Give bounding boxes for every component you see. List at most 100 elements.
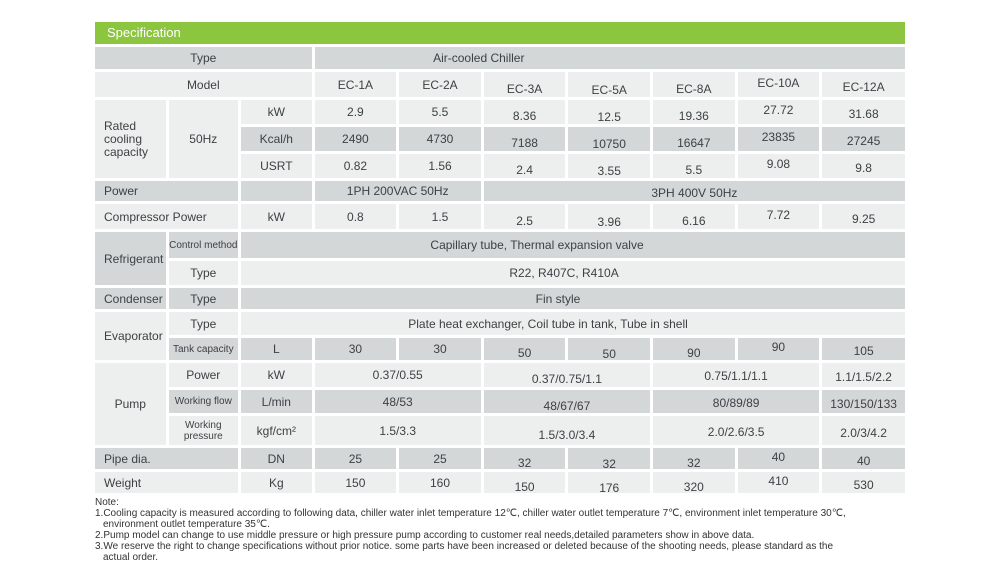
tank-capacity-value: 90 xyxy=(737,338,820,360)
type-value: Air-cooled Chiller xyxy=(314,47,905,69)
pipe-dia-value: 40 xyxy=(822,448,905,469)
cooling-kcal-value: 27245 xyxy=(822,127,905,151)
row-model: Model EC-1A EC-2A EC-3A EC-5A EC-8A EC-1… xyxy=(95,72,905,97)
power-1ph-value: 1PH 200VAC 50Hz xyxy=(314,181,481,201)
cooling-usrt-value: 9.08 xyxy=(737,154,820,178)
compressor-power-value: 3.96 xyxy=(568,204,651,229)
pipe-dia-value: 32 xyxy=(483,448,566,469)
notes-title: Note: xyxy=(95,497,119,508)
working-pressure-value: 2.0/2.6/3.5 xyxy=(653,416,820,445)
cooling-kw-value: 5.5 xyxy=(399,100,481,124)
pipe-dia-value: 40 xyxy=(737,448,820,469)
evaporator-label: Evaporator xyxy=(95,312,166,360)
cooling-kcal-value: 2490 xyxy=(314,127,397,151)
compressor-power-value: 1.5 xyxy=(399,204,481,229)
unit-kcal: Kcal/h xyxy=(241,127,312,151)
condenser-type-label: Type xyxy=(168,288,239,309)
weight-value: 320 xyxy=(653,472,735,493)
weight-value: 160 xyxy=(399,472,481,493)
unit-kw: kW xyxy=(241,204,312,229)
cooling-capacity-label: Rated cooling capacity xyxy=(95,100,166,178)
row-pump-power: Pump Power kW 0.37/0.55 0.37/0.75/1.1 0.… xyxy=(95,363,905,445)
tank-capacity-value: 50 xyxy=(568,338,651,360)
row-type: Type Air-cooled Chiller xyxy=(95,47,905,69)
weight-value: 150 xyxy=(314,472,397,493)
power-label: Power xyxy=(95,181,239,201)
pipe-dia-value: 32 xyxy=(568,448,651,469)
cooling-kw-value: 31.68 xyxy=(822,100,905,124)
working-flow-value: 48/67/67 xyxy=(483,390,651,413)
pipe-dia-value: 25 xyxy=(314,448,397,469)
unit-kw: kW xyxy=(241,363,312,387)
unit-lmin: L/min xyxy=(241,390,312,413)
tank-capacity-value: 105 xyxy=(822,338,905,360)
weight-label: Weight xyxy=(95,472,239,493)
row-cooling-usrt: USRT 0.82 1.56 2.4 3.55 5.5 9.08 9.8 xyxy=(95,154,905,178)
model-value: EC-3A xyxy=(483,72,566,97)
working-flow-label: Working flow xyxy=(168,390,239,413)
compressor-power-value: 0.8 xyxy=(314,204,397,229)
note-item-3-cont: actual order. xyxy=(103,552,159,563)
evaporator-type-value: Plate heat exchanger, Coil tube in tank,… xyxy=(241,312,905,335)
type-label: Type xyxy=(95,47,312,69)
weight-value: 410 xyxy=(737,472,820,493)
weight-value: 530 xyxy=(822,472,905,493)
specification-table: Type Air-cooled Chiller Model EC-1A EC-2… xyxy=(92,44,908,496)
pump-power-value: 0.75/1.1/1.1 xyxy=(653,363,820,387)
cooling-usrt-value: 9.8 xyxy=(822,154,905,178)
row-pump-pressure: Working pressure kgf/cm² 1.5/3.3 1.5/3.0… xyxy=(95,416,905,445)
cooling-usrt-value: 0.82 xyxy=(314,154,397,178)
note-item-1-cont: environment outlet temperature 35℃. xyxy=(103,519,270,530)
working-pressure-value: 2.0/3/4.2 xyxy=(822,416,905,445)
tank-capacity-value: 30 xyxy=(314,338,397,360)
power-unit-empty xyxy=(241,181,312,201)
compressor-power-label: Compressor Power xyxy=(95,204,239,229)
row-cooling-kcal: Kcal/h 2490 4730 7188 10750 16647 23835 … xyxy=(95,127,905,151)
notes-section: Note: 1.Cooling capacity is measured acc… xyxy=(95,497,990,563)
working-pressure-label: Working pressure xyxy=(168,416,239,445)
row-evaporator-type: Evaporator Type Plate heat exchanger, Co… xyxy=(95,312,905,360)
model-label: Model xyxy=(95,72,312,97)
condenser-type-value: Fin style xyxy=(241,288,905,309)
cooling-kw-value: 12.5 xyxy=(568,100,651,124)
note-item-1: 1.Cooling capacity is measured according… xyxy=(95,508,846,519)
condenser-label: Condenser xyxy=(95,288,166,309)
weight-value: 150 xyxy=(483,472,566,493)
model-value: EC-5A xyxy=(568,72,651,97)
cooling-kw-value: 27.72 xyxy=(737,100,820,124)
model-value: EC-1A xyxy=(314,72,397,97)
unit-kg: Kg xyxy=(241,472,312,493)
compressor-power-value: 2.5 xyxy=(483,204,566,229)
pump-label: Pump xyxy=(95,363,166,445)
model-value: EC-2A xyxy=(399,72,481,97)
refrigerant-type-value: R22, R407C, R410A xyxy=(241,261,905,285)
pump-power-value: 0.37/0.75/1.1 xyxy=(483,363,651,387)
row-power: Power 1PH 200VAC 50Hz 3PH 400V 50Hz xyxy=(95,181,905,201)
row-pump-flow: Working flow L/min 48/53 48/67/67 80/89/… xyxy=(95,390,905,413)
compressor-power-value: 9.25 xyxy=(822,204,905,229)
working-pressure-value: 1.5/3.3 xyxy=(314,416,481,445)
tank-capacity-value: 90 xyxy=(653,338,735,360)
pipe-dia-label: Pipe dia. xyxy=(95,448,239,469)
working-flow-value: 80/89/89 xyxy=(653,390,820,413)
unit-kgfcm2: kgf/cm² xyxy=(241,416,312,445)
row-refrigerant-control: Refrigerant Control method Capillary tub… xyxy=(95,232,905,285)
row-pipe-dia: Pipe dia. DN 25 25 32 32 32 40 40 xyxy=(95,448,905,469)
cooling-kcal-value: 16647 xyxy=(653,127,735,151)
control-method-label: Control method xyxy=(168,232,239,258)
row-cooling-kw: Rated cooling capacity 50Hz kW 2.9 5.5 8… xyxy=(95,100,905,178)
spec-sheet: Specification Type Air-cooled Chiller Mo… xyxy=(95,22,905,563)
pump-power-value: 1.1/1.5/2.2 xyxy=(822,363,905,387)
unit-kw: kW xyxy=(241,100,312,124)
tank-capacity-label: Tank capacity xyxy=(168,338,239,360)
cooling-kw-value: 19.36 xyxy=(653,100,735,124)
pipe-dia-value: 25 xyxy=(399,448,481,469)
cooling-kcal-value: 10750 xyxy=(568,127,651,151)
cooling-kw-value: 8.36 xyxy=(483,100,566,124)
row-compressor-power: Compressor Power kW 0.8 1.5 2.5 3.96 6.1… xyxy=(95,204,905,229)
cooling-kcal-value: 7188 xyxy=(483,127,566,151)
unit-usrt: USRT xyxy=(241,154,312,178)
row-weight: Weight Kg 150 160 150 176 320 410 530 xyxy=(95,472,905,493)
row-condenser: Condenser Type Fin style xyxy=(95,288,905,309)
cooling-kcal-value: 4730 xyxy=(399,127,481,151)
